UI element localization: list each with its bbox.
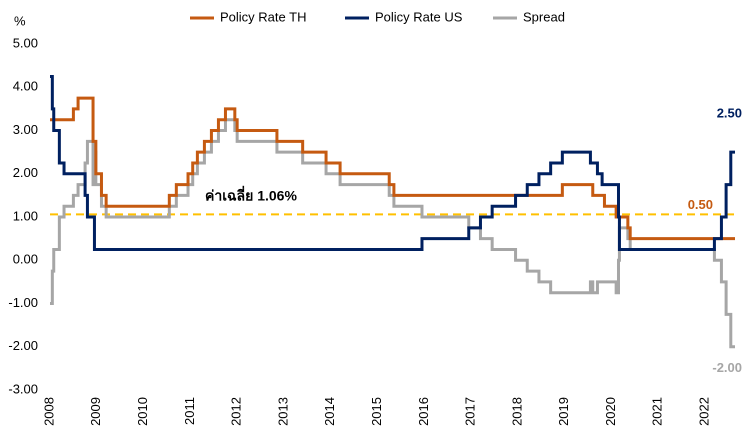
end-label: 0.50 bbox=[688, 197, 713, 212]
x-tick-label: 2009 bbox=[88, 397, 103, 426]
x-tick-label: 2010 bbox=[135, 397, 150, 426]
series-line bbox=[50, 118, 735, 349]
x-tick-label: 2008 bbox=[41, 397, 56, 426]
legend-label: Policy Rate US bbox=[375, 9, 463, 24]
y-tick-label: -3.00 bbox=[8, 381, 38, 396]
legend-label: Policy Rate TH bbox=[220, 9, 306, 24]
y-tick-label: 2.00 bbox=[13, 165, 38, 180]
y-tick-label: 0.00 bbox=[13, 252, 38, 267]
y-tick-label: -2.00 bbox=[8, 338, 38, 353]
y-tick-label: 4.00 bbox=[13, 79, 38, 94]
end-label: -2.00 bbox=[712, 360, 742, 375]
x-tick-label: 2018 bbox=[509, 397, 524, 426]
x-tick-label: 2019 bbox=[556, 397, 571, 426]
x-tick-label: 2015 bbox=[369, 397, 384, 426]
y-tick-label: 3.00 bbox=[13, 122, 38, 137]
x-tick-label: 2022 bbox=[696, 397, 711, 426]
series-line bbox=[50, 74, 735, 251]
x-tick-label: 2020 bbox=[603, 397, 618, 426]
x-tick-label: 2012 bbox=[229, 397, 244, 426]
x-tick-label: 2014 bbox=[322, 397, 337, 426]
y-tick-label: 1.00 bbox=[13, 208, 38, 223]
x-tick-label: 2017 bbox=[463, 397, 478, 426]
series-line bbox=[50, 96, 735, 241]
x-tick-label: 2011 bbox=[182, 397, 197, 425]
average-label: ค่าเฉลี่ย 1.06% bbox=[205, 186, 297, 204]
legend-label: Spread bbox=[523, 9, 565, 24]
y-axis-label: % bbox=[14, 13, 26, 28]
x-tick-label: 2016 bbox=[416, 397, 431, 426]
y-tick-label: -1.00 bbox=[8, 295, 38, 310]
x-tick-label: 2013 bbox=[275, 397, 290, 426]
end-label: 2.50 bbox=[717, 106, 742, 121]
x-tick-label: 2021 bbox=[650, 397, 665, 426]
y-tick-label: 5.00 bbox=[13, 35, 38, 50]
